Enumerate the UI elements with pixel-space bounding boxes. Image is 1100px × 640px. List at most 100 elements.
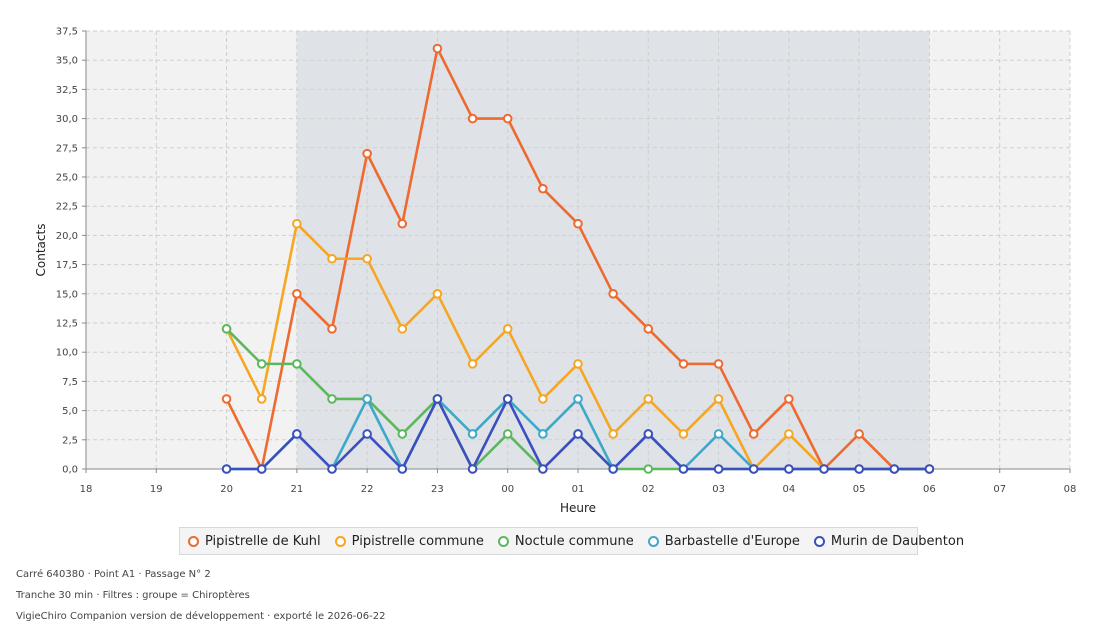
data-point	[467, 113, 478, 124]
x-tick-label: 06	[923, 484, 936, 495]
data-point	[784, 429, 794, 439]
data-point	[889, 464, 900, 474]
data-point	[784, 464, 794, 474]
data-point	[502, 394, 513, 404]
footer-filters: Tranche 30 min · Filtres : groupe = Chir…	[16, 590, 250, 601]
data-point	[327, 324, 337, 334]
data-point	[608, 289, 618, 299]
y-tick-label: 12,5	[56, 319, 78, 330]
x-tick-label: 18	[80, 484, 93, 495]
data-point	[608, 429, 618, 439]
series-group	[221, 43, 935, 474]
x-tick-label: 20	[220, 484, 233, 495]
data-point	[256, 464, 267, 474]
data-point	[397, 324, 408, 334]
x-tick-label: 05	[853, 484, 866, 495]
y-tick-label: 37,5	[56, 27, 78, 38]
data-point	[362, 148, 372, 159]
data-point	[467, 429, 478, 439]
x-tick-label: 01	[572, 484, 585, 495]
data-point	[292, 218, 302, 229]
data-point	[432, 394, 443, 404]
data-point	[643, 429, 654, 439]
legend-item: Pipistrelle commune	[333, 534, 484, 549]
footer-export-info: VigieChiro Companion version de développ…	[16, 611, 386, 622]
x-tick-label: 08	[1064, 484, 1077, 495]
data-point	[432, 289, 443, 299]
data-point	[643, 464, 654, 474]
legend: Pipistrelle de Kuhl Pipistrelle commune No…	[179, 527, 964, 555]
data-point	[748, 429, 759, 439]
x-tick-label: 04	[782, 484, 795, 495]
x-axis-title: Heure	[560, 501, 596, 515]
data-point	[538, 394, 548, 404]
data-point	[256, 394, 267, 404]
legend-marker	[188, 535, 199, 547]
legend-marker	[334, 535, 346, 547]
y-tick-label: 7,5	[62, 377, 78, 388]
data-point	[467, 359, 478, 369]
legend-item: Murin de Daubenton	[812, 534, 964, 549]
x-tick-label: 21	[290, 484, 303, 495]
data-point	[292, 359, 302, 369]
data-point	[502, 429, 513, 439]
data-point	[678, 464, 689, 474]
y-tick-label: 5,0	[62, 406, 78, 417]
data-point	[221, 464, 232, 474]
data-point	[362, 394, 372, 404]
x-tick-label: 02	[642, 484, 655, 495]
data-point	[221, 324, 232, 334]
data-point	[327, 464, 337, 474]
legend-item: Barbastelle d'Europe	[646, 534, 800, 549]
data-point	[432, 43, 443, 54]
legend-label: Barbastelle d'Europe	[664, 533, 800, 549]
data-point	[397, 429, 408, 439]
data-point	[292, 289, 302, 299]
data-point	[678, 359, 689, 369]
y-tick-label: 0,0	[62, 465, 78, 476]
data-point	[713, 464, 724, 474]
data-point	[397, 218, 408, 229]
y-tick-label: 20,0	[56, 231, 78, 242]
legend-item: Noctule commune	[496, 534, 634, 549]
y-axis-ticks: 0,0 2,5 5,0 7,5 10,0 12,5 15,0 17,5 20,0 22,5 25,0…	[56, 27, 86, 476]
data-point	[748, 464, 759, 474]
legend-marker	[647, 535, 659, 547]
data-point	[819, 464, 829, 474]
y-tick-label: 17,5	[56, 260, 78, 271]
data-point	[538, 464, 548, 474]
data-point	[643, 394, 654, 404]
legend-label: Murin de Daubenton	[830, 533, 965, 549]
data-point	[573, 218, 583, 229]
data-point	[713, 394, 724, 404]
data-point	[573, 359, 583, 369]
data-point	[256, 359, 267, 369]
chart: 0,0 2,5 5,0 7,5 10,0 12,5 15,0 17,5 20,0 22,5 25,0…	[34, 27, 1077, 516]
legend-item: Pipistrelle de Kuhl	[186, 534, 321, 549]
data-point	[327, 394, 337, 404]
legend-marker	[497, 535, 509, 547]
data-point	[573, 394, 583, 404]
data-point	[713, 359, 724, 369]
footer-site-info: Carré 640380 · Point A1 · Passage N° 2	[16, 569, 211, 580]
x-tick-label: 19	[150, 484, 163, 495]
data-point	[327, 253, 337, 264]
legend-label: Pipistrelle de Kuhl	[205, 533, 321, 549]
data-point	[362, 429, 372, 439]
data-point	[502, 113, 513, 124]
y-tick-label: 22,5	[56, 202, 78, 213]
x-axis-ticks: 18 19 20 21 22 23 00 01 02 03 04 05 06 07 08	[80, 469, 1077, 495]
x-tick-label: 07	[993, 484, 1006, 495]
y-tick-label: 2,5	[62, 435, 78, 446]
y-tick-label: 32,5	[56, 85, 78, 96]
x-tick-label: 23	[431, 484, 444, 495]
grid-lines	[85, 30, 1071, 470]
y-tick-label: 25,0	[56, 173, 78, 184]
data-point	[678, 429, 689, 439]
data-point	[221, 394, 232, 404]
legend-label: Noctule commune	[514, 533, 634, 549]
x-tick-label: 00	[501, 484, 514, 495]
data-point	[538, 183, 548, 194]
legend-marker	[813, 535, 825, 547]
data-point	[397, 464, 408, 474]
